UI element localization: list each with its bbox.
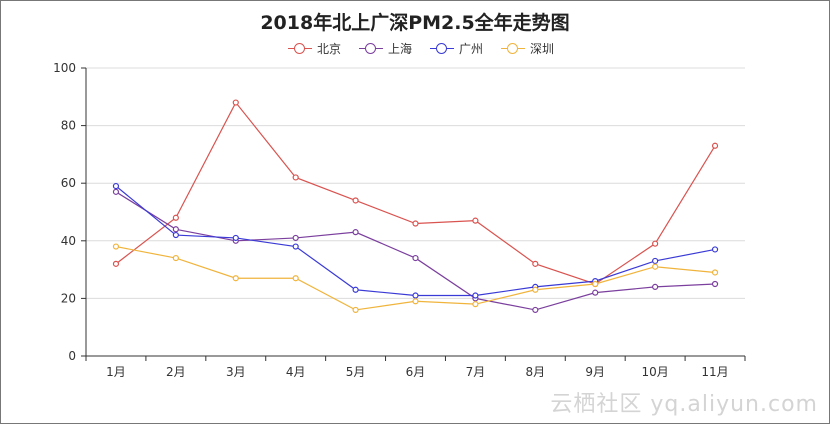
data-point [472, 292, 479, 299]
x-tick-label: 1月 [106, 365, 126, 379]
legend-label: 北京 [317, 42, 342, 56]
legend-item-guangzhou[interactable]: 广州 [430, 40, 483, 57]
x-tick-label: 11月 [701, 365, 728, 379]
data-point [352, 229, 359, 236]
data-point [711, 269, 719, 276]
data-point [172, 231, 179, 239]
data-point [352, 306, 359, 314]
data-point [412, 220, 419, 227]
data-point [412, 292, 419, 299]
watermark-text: 云栖社区 yq.aliyun.com [550, 392, 818, 417]
data-point [592, 289, 599, 296]
data-point [232, 99, 239, 106]
data-point [652, 263, 659, 270]
x-tick-label: 9月 [585, 365, 605, 379]
chart-title: 2018年北上广深PM2.5全年走势图 [260, 12, 570, 34]
data-point [232, 275, 239, 282]
data-point [112, 188, 120, 195]
x-tick-label: 4月 [286, 365, 306, 379]
data-point [292, 243, 299, 250]
legend-item-shenzhen[interactable]: 深圳 [501, 40, 554, 57]
data-point [412, 254, 419, 262]
legend-marker-icon [359, 42, 384, 55]
x-tick-label: 3月 [226, 365, 246, 379]
y-tick-label: 80 [61, 119, 76, 133]
y-tick-label: 0 [68, 349, 76, 363]
y-tick-label: 20 [61, 291, 76, 305]
x-tick-label: 5月 [346, 365, 366, 379]
data-point [532, 286, 539, 293]
x-tick-label: 10月 [641, 365, 668, 379]
data-point [112, 260, 120, 267]
legend-item-shanghai[interactable]: 上海 [359, 40, 412, 57]
legend-label: 广州 [459, 42, 484, 56]
x-tick-label: 6月 [406, 365, 426, 379]
chart-legend: 北京 上海 广州 深圳 [288, 40, 554, 57]
x-tick-label: 2月 [166, 365, 186, 379]
legend-marker-icon [430, 42, 455, 55]
legend-marker-icon [288, 42, 312, 55]
y-tick-label: 100 [53, 61, 76, 75]
legend-label: 深圳 [530, 42, 555, 56]
data-point [472, 217, 479, 224]
y-tick-label: 60 [61, 176, 76, 190]
series-line-1 [115, 191, 716, 311]
data-point [592, 280, 599, 288]
data-point [652, 257, 659, 265]
legend-item-beijing[interactable]: 北京 [288, 40, 341, 57]
data-point [652, 240, 659, 247]
data-point [172, 214, 179, 221]
x-tick-label: 8月 [525, 365, 545, 379]
data-point [711, 142, 719, 149]
data-point [292, 234, 299, 242]
y-tick-label: 40 [61, 234, 76, 248]
data-point [652, 283, 659, 290]
data-point [711, 280, 719, 288]
data-point [172, 254, 179, 262]
data-point [532, 260, 539, 267]
data-point [352, 286, 359, 293]
data-point [472, 301, 479, 308]
data-point [292, 174, 299, 181]
data-point [412, 298, 419, 305]
legend-marker-icon [501, 42, 526, 55]
data-point [352, 197, 359, 204]
data-point [112, 243, 120, 250]
data-point [232, 234, 239, 242]
data-point [292, 275, 299, 282]
data-point [172, 226, 179, 233]
data-point [532, 306, 539, 314]
data-point [711, 246, 719, 253]
x-tick-label: 7月 [466, 365, 486, 379]
legend-label: 上海 [388, 42, 413, 56]
data-point [112, 182, 120, 190]
